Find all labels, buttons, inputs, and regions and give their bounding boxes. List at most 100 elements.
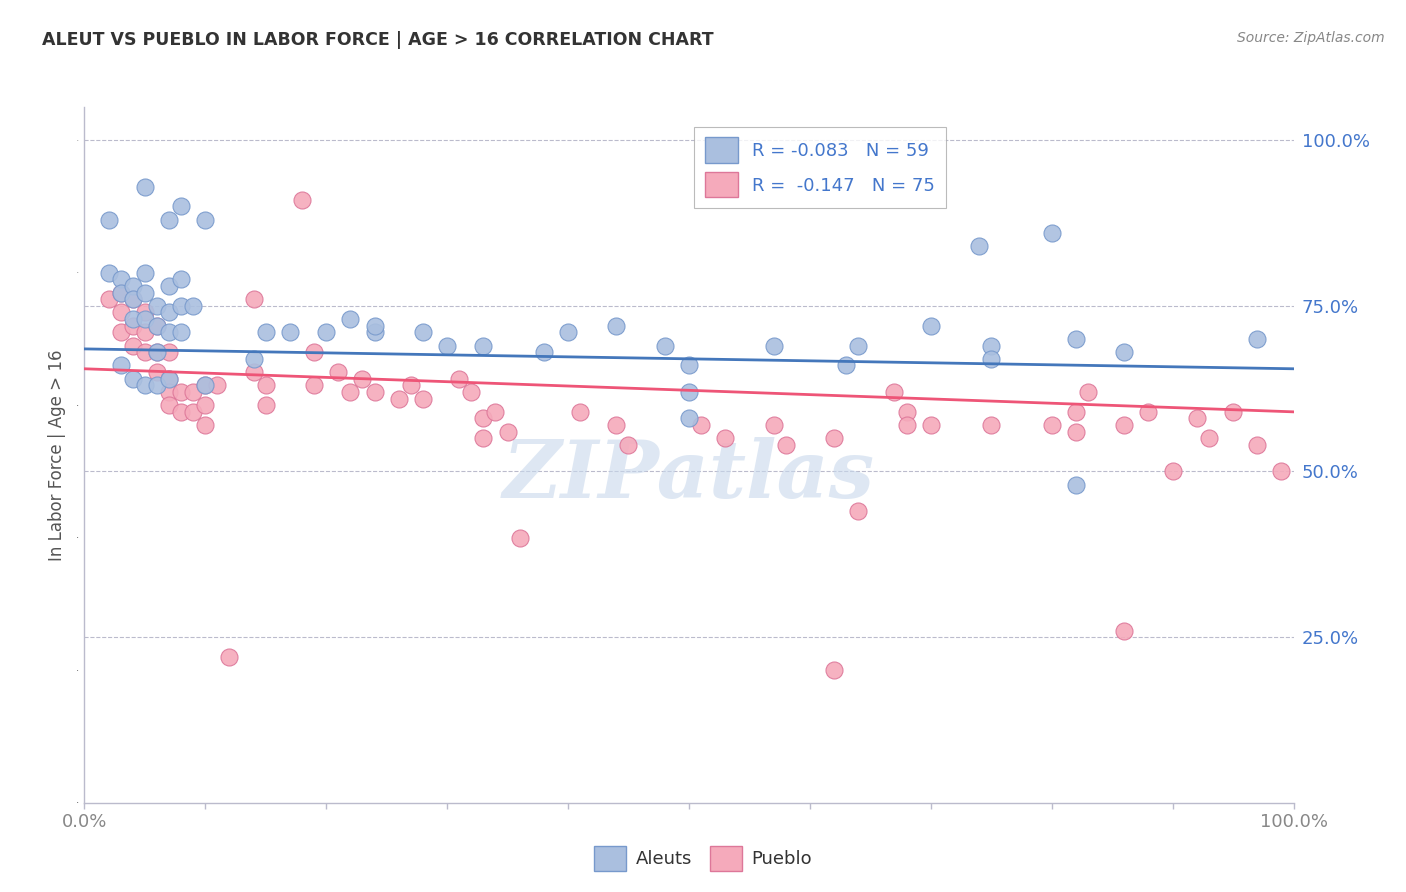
- Point: [1246, 438, 1268, 452]
- Point: [170, 299, 193, 313]
- Point: [134, 179, 156, 194]
- Point: [146, 378, 169, 392]
- Point: [1161, 465, 1184, 479]
- Legend: Aleuts, Pueblo: Aleuts, Pueblo: [586, 838, 820, 879]
- Point: [278, 326, 301, 340]
- Y-axis label: In Labor Force | Age > 16: In Labor Force | Age > 16: [48, 349, 66, 561]
- Point: [412, 392, 434, 406]
- Point: [302, 345, 325, 359]
- Point: [194, 212, 217, 227]
- Point: [291, 193, 314, 207]
- Point: [157, 372, 180, 386]
- Text: Source: ZipAtlas.com: Source: ZipAtlas.com: [1237, 31, 1385, 45]
- Point: [194, 378, 217, 392]
- Point: [134, 326, 156, 340]
- Point: [134, 345, 156, 359]
- Point: [449, 372, 471, 386]
- Point: [835, 359, 858, 373]
- Point: [1270, 465, 1292, 479]
- Point: [1064, 425, 1087, 439]
- Point: [134, 378, 156, 392]
- Point: [157, 372, 180, 386]
- Point: [605, 418, 627, 433]
- Point: [1198, 431, 1220, 445]
- Point: [533, 345, 555, 359]
- Legend: R = -0.083   N = 59, R =  -0.147   N = 75: R = -0.083 N = 59, R = -0.147 N = 75: [695, 127, 946, 209]
- Point: [1114, 624, 1136, 638]
- Point: [194, 418, 217, 433]
- Point: [1114, 418, 1136, 433]
- Point: [146, 345, 169, 359]
- Point: [242, 292, 264, 306]
- Point: [146, 299, 169, 313]
- Point: [97, 292, 120, 306]
- Point: [484, 405, 506, 419]
- Text: ZIPatlas: ZIPatlas: [503, 437, 875, 515]
- Point: [472, 431, 495, 445]
- Point: [363, 326, 385, 340]
- Point: [110, 285, 132, 300]
- Point: [436, 338, 458, 352]
- Point: [170, 326, 193, 340]
- Point: [146, 345, 169, 359]
- Point: [339, 312, 361, 326]
- Point: [363, 318, 385, 333]
- Point: [170, 405, 193, 419]
- Point: [896, 405, 918, 419]
- Point: [121, 279, 143, 293]
- Point: [157, 212, 180, 227]
- Point: [980, 338, 1002, 352]
- Point: [242, 351, 264, 366]
- Point: [920, 318, 942, 333]
- Point: [775, 438, 797, 452]
- Point: [110, 305, 132, 319]
- Point: [883, 384, 905, 399]
- Point: [181, 384, 204, 399]
- Point: [110, 285, 132, 300]
- Point: [110, 359, 132, 373]
- Point: [557, 326, 579, 340]
- Point: [1064, 477, 1087, 491]
- Point: [134, 266, 156, 280]
- Point: [207, 378, 229, 392]
- Point: [460, 384, 482, 399]
- Point: [399, 378, 422, 392]
- Point: [254, 326, 277, 340]
- Point: [654, 338, 676, 352]
- Point: [823, 663, 845, 677]
- Point: [823, 431, 845, 445]
- Point: [218, 650, 240, 665]
- Point: [146, 365, 169, 379]
- Point: [920, 418, 942, 433]
- Point: [1246, 332, 1268, 346]
- Point: [1077, 384, 1099, 399]
- Point: [121, 338, 143, 352]
- Point: [146, 318, 169, 333]
- Point: [388, 392, 411, 406]
- Point: [1114, 345, 1136, 359]
- Point: [617, 438, 640, 452]
- Point: [134, 312, 156, 326]
- Point: [980, 418, 1002, 433]
- Point: [328, 365, 350, 379]
- Point: [254, 398, 277, 412]
- Point: [134, 305, 156, 319]
- Point: [242, 365, 264, 379]
- Point: [846, 338, 869, 352]
- Point: [170, 272, 193, 286]
- Point: [339, 384, 361, 399]
- Point: [157, 345, 180, 359]
- Point: [194, 378, 217, 392]
- Point: [315, 326, 337, 340]
- Point: [846, 504, 869, 518]
- Point: [605, 318, 627, 333]
- Point: [121, 292, 143, 306]
- Point: [110, 272, 132, 286]
- Point: [157, 398, 180, 412]
- Point: [363, 384, 385, 399]
- Point: [157, 384, 180, 399]
- Point: [170, 384, 193, 399]
- Point: [1064, 332, 1087, 346]
- Point: [980, 351, 1002, 366]
- Point: [146, 318, 169, 333]
